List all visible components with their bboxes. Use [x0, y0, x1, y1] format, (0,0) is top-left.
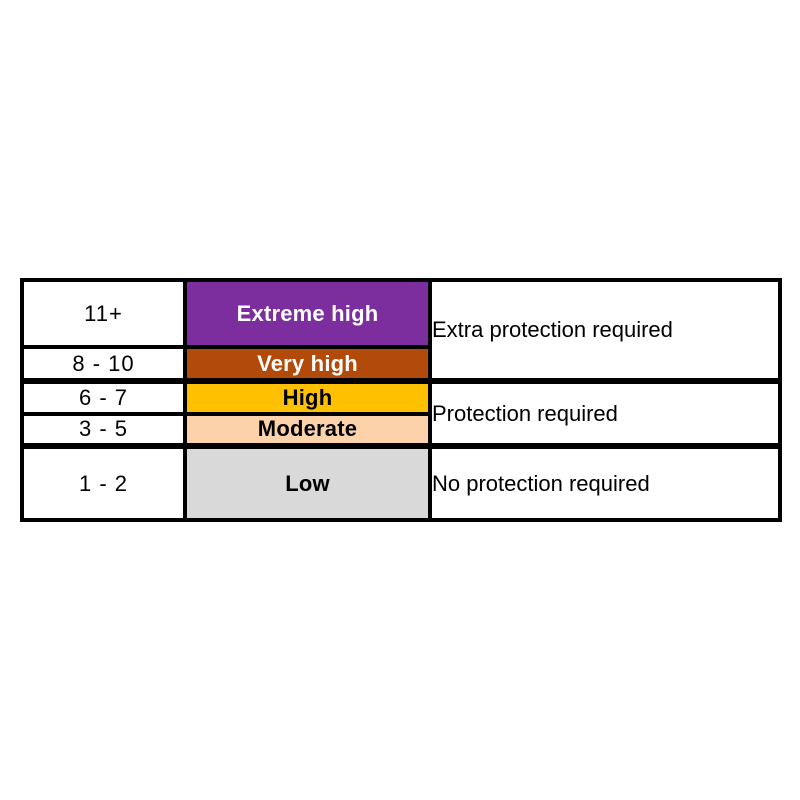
uv-range-cell: 3 - 5 [20, 411, 187, 449]
uv-range-cell: 8 - 10 [20, 345, 187, 384]
uv-level-cell: Very high [183, 345, 432, 384]
table-row: 8 - 10 Very high [20, 345, 780, 384]
uv-level-cell: High [183, 378, 432, 416]
uv-level-cell: Extreme high [183, 277, 432, 350]
table-row: 3 - 5 Moderate [20, 411, 780, 449]
table-row: 1 - 2 Low No protection required [20, 443, 782, 522]
protection-desc-cell: Protection required [428, 378, 782, 449]
uv-range-cell: 11+ [20, 277, 187, 350]
uv-index-table: 11+ Extreme high Extra protection requir… [20, 277, 782, 522]
uv-range-cell: 6 - 7 [20, 378, 187, 416]
uv-range-cell: 1 - 2 [20, 443, 187, 522]
protection-desc-cell: Extra protection required [428, 277, 782, 384]
protection-desc-cell: No protection required [428, 443, 782, 522]
table-row: 11+ Extreme high Extra protection requir… [20, 277, 782, 384]
uv-level-cell: Moderate [183, 411, 432, 449]
table-row: 6 - 7 High Protection required [20, 378, 782, 449]
uv-level-cell: Low [183, 443, 432, 522]
